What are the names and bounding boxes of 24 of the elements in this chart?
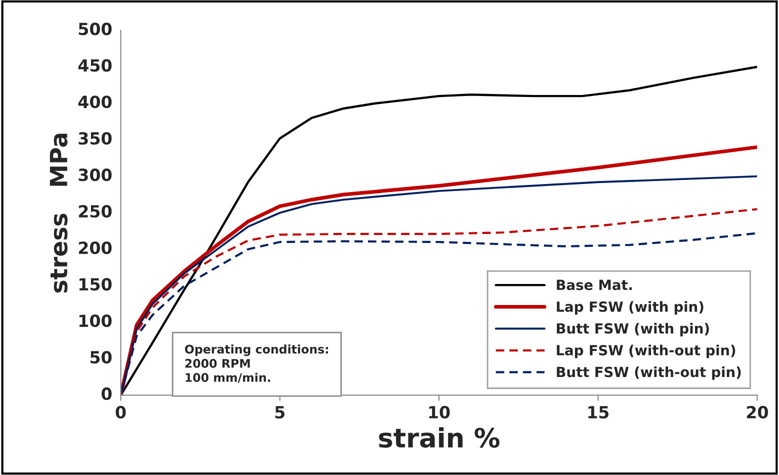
y-axis-title: stress MPa — [50, 134, 68, 293]
y-tick-label: 500 — [78, 22, 112, 36]
y-tick-label: 300 — [78, 168, 112, 182]
y-tick-label: 400 — [78, 96, 112, 108]
y-tick-label: 200 — [78, 242, 112, 254]
legend-label: Lap FSW (with pin) — [556, 301, 704, 315]
x-tick-label: 20 — [746, 406, 768, 419]
x-tick-label: 5 — [275, 406, 284, 419]
y-tick-label: 100 — [80, 314, 112, 328]
y-tick-label: 450 — [78, 59, 112, 72]
x-axis-title: strain % — [379, 427, 500, 448]
annotation: Operating conditions: 2000 RPM 100 mm/min. — [184, 344, 328, 383]
y-tick-label: 250 — [78, 205, 112, 218]
x-tick-label: 0 — [116, 406, 126, 419]
y-tick-label: 350 — [78, 132, 112, 145]
legend-label: Butt FSW (with-out pin) — [556, 366, 741, 380]
y-tick-label: 150 — [80, 278, 112, 291]
legend-label: Butt FSW (with pin) — [556, 322, 709, 336]
y-tick-label: 0 — [102, 387, 112, 400]
legend-label: Base Mat. — [556, 280, 632, 290]
y-tick-label: 50 — [90, 350, 112, 364]
x-tick-label: 15 — [588, 406, 609, 419]
x-tick-label: 10 — [429, 406, 450, 419]
legend-label: Lap FSW (with-out pin) — [556, 344, 736, 358]
